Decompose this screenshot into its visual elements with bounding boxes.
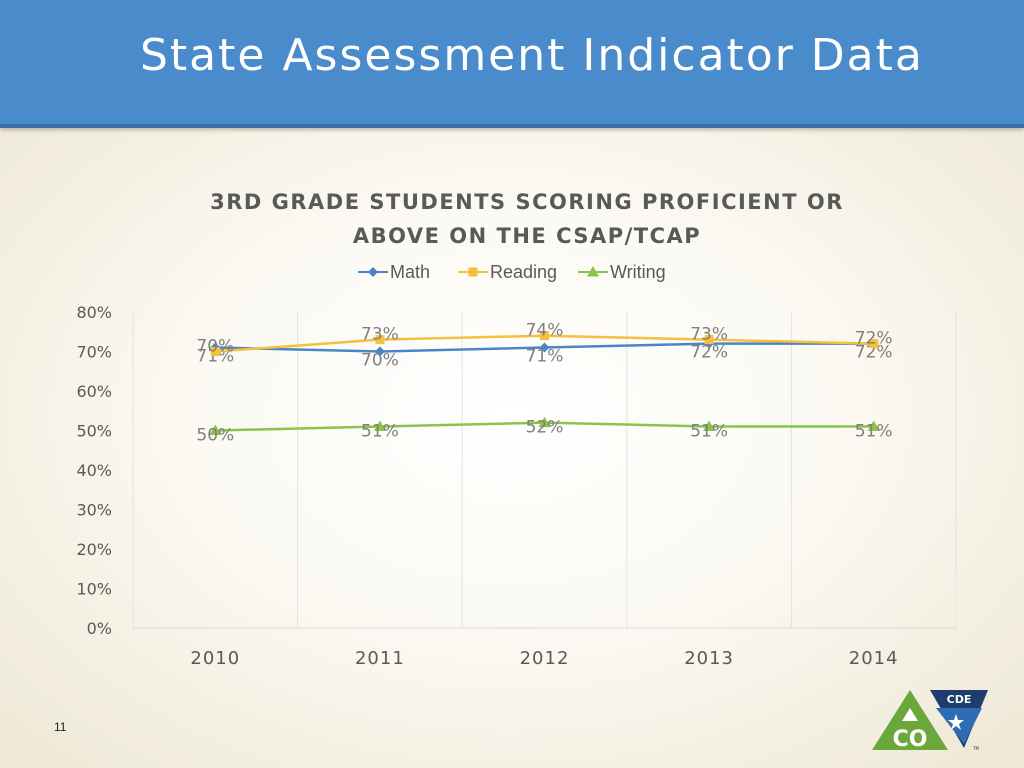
data-point-marker (869, 339, 879, 349)
chart-title: 3RD GRADE STUDENTS SCORING PROFICIENT OR… (210, 190, 844, 248)
data-label: 51% (690, 422, 728, 442)
x-tick-label: 2011 (355, 648, 405, 669)
legend-label: Math (390, 262, 430, 282)
slide-background (0, 128, 1024, 768)
data-point-marker (538, 416, 551, 428)
line-chart: 3RD GRADE STUDENTS SCORING PROFICIENT OR… (76, 190, 957, 669)
data-point-marker (210, 347, 220, 356)
legend-item: Math (358, 262, 430, 282)
data-point-marker (539, 342, 550, 353)
data-point-marker (703, 420, 716, 432)
logo-star-icon (948, 714, 964, 730)
data-label: 51% (855, 422, 893, 442)
data-point-marker (374, 346, 385, 357)
data-label: 74% (526, 321, 564, 341)
cde-co-logo: CO CDE TM (872, 690, 988, 752)
x-tick-label: 2010 (190, 648, 240, 669)
y-tick-label: 60% (76, 382, 112, 401)
chart-legend: Math Reading Writing (358, 262, 666, 282)
data-label: 71% (526, 347, 564, 367)
data-label: 70% (361, 351, 399, 371)
chart-title-line-2: ABOVE ON THE CSAP/TCAP (353, 224, 701, 248)
x-tick-label: 2014 (849, 648, 899, 669)
data-point-marker (704, 335, 714, 345)
y-tick-label: 30% (76, 501, 112, 520)
data-point-marker (867, 420, 880, 432)
series-math: 71% 70% 71% 72% 72% (196, 338, 893, 371)
y-tick-label: 50% (76, 422, 112, 441)
x-axis: 2010 2011 2012 2013 2014 (190, 648, 899, 669)
y-tick-label: 0% (87, 619, 112, 638)
y-tick-label: 70% (76, 343, 112, 362)
data-label: 73% (361, 325, 399, 345)
logo-co-text: CO (893, 727, 928, 752)
logo-mountain (902, 708, 918, 721)
chart-series: 71% 70% 71% 72% 72%70%73% 74% 73% 72%50% 51% 52% 5… (196, 321, 892, 446)
data-point-marker (368, 267, 378, 277)
chart-gridlines (132, 312, 957, 629)
data-point-marker (468, 267, 478, 277)
data-point-marker (373, 420, 386, 432)
logo-tm: TM (972, 746, 979, 751)
data-point-marker (540, 331, 549, 341)
x-tick-label: 2013 (684, 648, 734, 669)
data-label: 70% (196, 337, 234, 357)
series-reading: 70% 73% 74% 73% 72% (196, 321, 892, 357)
legend-item: Writing (578, 262, 666, 282)
data-label: 51% (361, 422, 399, 442)
y-tick-label: 20% (76, 540, 112, 559)
legend-label: Reading (490, 262, 557, 282)
legend-label: Writing (610, 262, 666, 282)
y-tick-label: 80% (76, 303, 112, 322)
slide-title: State Assessment Indicator Data (140, 30, 924, 81)
x-tick-label: 2012 (520, 648, 570, 669)
y-tick-label: 10% (76, 580, 112, 599)
data-label: 52% (526, 418, 564, 438)
page-number: 11 (54, 720, 67, 734)
y-tick-label: 40% (76, 461, 112, 480)
y-axis: 0% 10% 20% 30% 40% 50% 60% 70% 80% (76, 303, 112, 638)
data-label: 72% (855, 329, 893, 349)
series-writing: 50% 51% 52% 51% 51% (196, 416, 893, 446)
data-label: 73% (690, 325, 728, 345)
chart-title-line-1: 3RD GRADE STUDENTS SCORING PROFICIENT OR (210, 190, 844, 214)
logo-cde-text: CDE (947, 693, 972, 706)
legend-item: Reading (458, 262, 557, 282)
data-point-marker (209, 424, 222, 435)
data-label: 72% (690, 343, 728, 363)
data-label: 50% (196, 426, 234, 446)
slide-header: State Assessment Indicator Data (0, 0, 1024, 128)
data-point-marker (375, 335, 385, 345)
data-point-marker (587, 266, 599, 277)
data-label: 72% (855, 343, 893, 363)
